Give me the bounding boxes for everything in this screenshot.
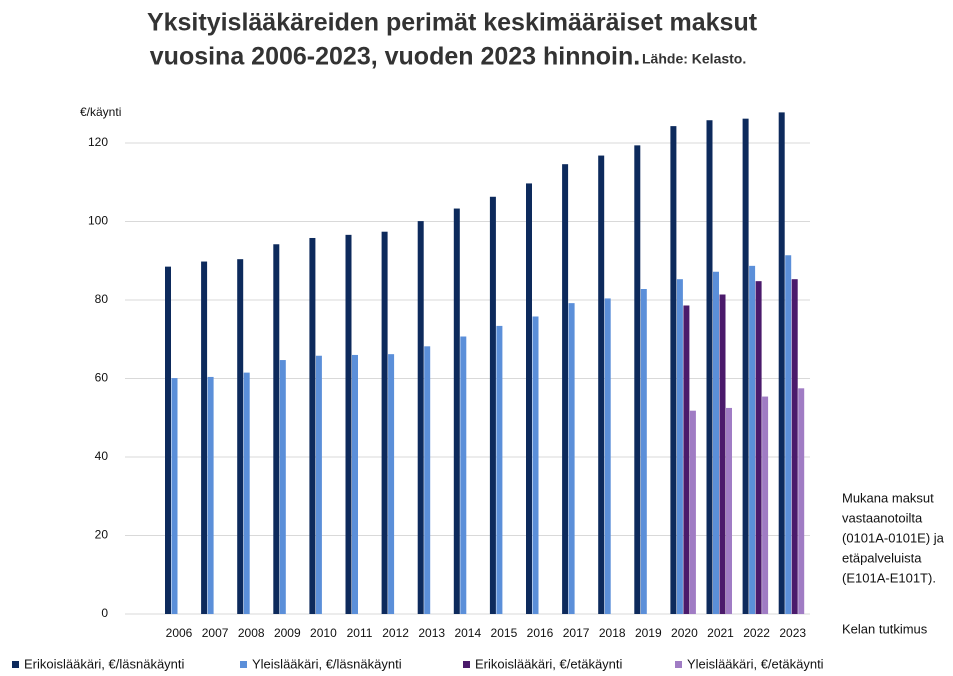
bar	[309, 237, 316, 615]
chart-title: Yksityislääkäreiden perimät keskimääräis…	[147, 9, 758, 37]
bar	[706, 120, 713, 615]
bar	[273, 244, 280, 614]
y-tick-label: 40	[95, 449, 109, 463]
bar	[670, 126, 677, 614]
legend-swatch	[12, 661, 19, 668]
x-tick-label: 2010	[310, 626, 337, 640]
bar	[315, 355, 322, 614]
x-tick-label: 2016	[527, 626, 554, 640]
x-tick-label: 2011	[347, 626, 373, 640]
x-tick-label: 2012	[382, 626, 409, 640]
bar	[388, 354, 395, 614]
x-tick-label: 2009	[274, 626, 301, 640]
bar	[676, 279, 683, 614]
bar	[424, 346, 431, 614]
x-tick-label: 2007	[202, 626, 229, 640]
legend-swatch	[675, 661, 682, 668]
bar	[352, 354, 358, 614]
bar	[719, 294, 726, 614]
legend-label: Yleislääkäri, €/läsnäkäynti	[252, 656, 402, 671]
x-tick-label: 2019	[635, 626, 662, 640]
bar	[598, 155, 605, 614]
y-tick-label: 60	[95, 371, 109, 385]
bar	[726, 407, 732, 614]
bar	[165, 266, 171, 614]
bar	[762, 396, 769, 614]
bar	[171, 378, 178, 614]
bar	[532, 316, 539, 614]
bar	[749, 265, 756, 614]
y-axis-label: €/käynti	[80, 105, 121, 119]
bar	[785, 255, 792, 614]
annotation: Mukana maksut	[842, 490, 934, 505]
bar	[634, 145, 641, 615]
bar	[713, 271, 719, 614]
legend-label: Yleislääkäri, €/etäkäynti	[687, 656, 824, 671]
bar	[460, 336, 467, 614]
annotation: (E101A-E101T).	[842, 570, 936, 585]
x-tick-label: 2014	[454, 626, 481, 640]
bar	[489, 196, 496, 614]
bar	[562, 164, 569, 614]
bar	[778, 112, 785, 614]
bar	[755, 281, 762, 614]
source: Lähde: Kelasto.	[642, 51, 746, 67]
legend-label: Erikoislääkäri, €/etäkäynti	[475, 656, 623, 671]
bar	[604, 298, 611, 614]
annotation: vastaanotoilta	[842, 510, 923, 525]
bar	[742, 118, 749, 614]
y-tick-label: 80	[95, 292, 109, 306]
bar	[798, 388, 805, 614]
x-tick-label: 2006	[166, 626, 193, 640]
y-tick-label: 100	[88, 214, 108, 228]
x-tick-label: 2021	[707, 626, 734, 640]
bar	[496, 325, 503, 614]
legend-swatch	[463, 661, 470, 668]
x-tick-label: 2013	[418, 626, 445, 640]
bar	[237, 259, 244, 614]
bar	[568, 303, 575, 614]
y-tick-label: 120	[88, 135, 108, 149]
bar	[640, 289, 647, 614]
chart-title: vuosina 2006-2023, vuoden 2023 hinnoin.	[150, 43, 640, 71]
legend-swatch	[240, 661, 247, 668]
bar	[526, 183, 532, 615]
x-tick-label: 2018	[599, 626, 626, 640]
bar	[689, 410, 696, 614]
bar	[417, 221, 424, 615]
credit: Kelan tutkimus	[842, 621, 928, 636]
x-tick-label: 2023	[779, 626, 806, 640]
annotation: (0101A-0101E) ja	[842, 530, 945, 545]
x-tick-label: 2017	[563, 626, 590, 640]
x-tick-label: 2015	[491, 626, 518, 640]
annotation: etäpalveluista	[842, 550, 922, 565]
bar	[201, 261, 208, 614]
bar	[279, 360, 286, 614]
x-tick-label: 2022	[743, 626, 770, 640]
x-tick-label: 2020	[671, 626, 698, 640]
y-tick-label: 20	[95, 528, 109, 542]
y-tick-label: 0	[101, 606, 108, 620]
bar	[345, 234, 352, 614]
bar	[683, 305, 690, 614]
x-tick-label: 2008	[238, 626, 265, 640]
bar	[381, 231, 388, 614]
bar	[207, 376, 214, 614]
bar	[243, 372, 250, 614]
bar	[453, 208, 460, 615]
bar	[791, 279, 798, 614]
legend-label: Erikoislääkäri, €/läsnäkäynti	[24, 656, 185, 671]
